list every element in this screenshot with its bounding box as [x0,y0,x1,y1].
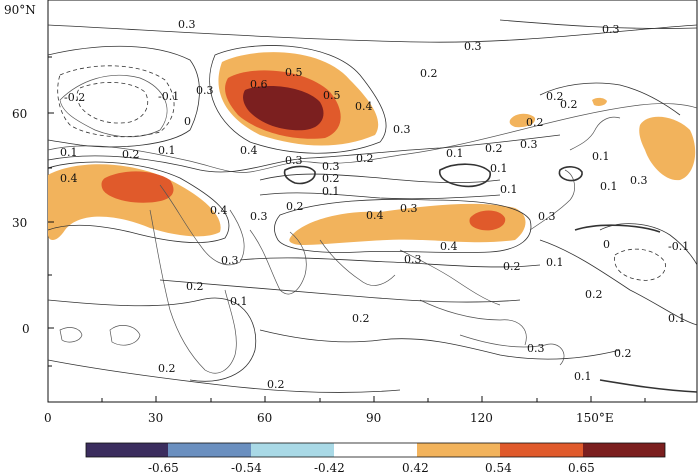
colorbar-label: 0.65 [568,461,595,474]
contour-label: 0.1 [230,295,248,308]
shade-asia-band [289,203,526,245]
contour-label: 0.2 [485,142,503,155]
colorbar-swatch [583,443,665,457]
contour-label: 0.2 [286,200,304,213]
contour-label: 0.2 [420,67,438,80]
contour-label: 0.6 [250,78,268,91]
shaded-regions [48,52,696,245]
contour-label: -0.1 [158,90,179,103]
contour-label: 0.2 [122,148,140,161]
contour-label: 0.3 [285,154,303,167]
shade-small-2 [592,97,607,106]
contour-label: 0.2 [322,172,340,185]
contour-label: -0.2 [64,91,85,104]
colorbar-label: -0.42 [314,461,345,474]
contour-label: 0.2 [186,280,204,293]
contour-label: 0.1 [600,180,618,193]
x-axis: 0 30 60 90 120 150°E [44,396,646,425]
contour-label: 0 [603,238,610,251]
colorbar-swatch [500,443,583,457]
contour-label: 0.1 [592,150,610,163]
contour-label: 0.4 [240,144,258,157]
contour-label: 0.3 [630,174,648,187]
shade-ural-inner [243,86,324,131]
x-tick-label: 150°E [576,411,614,425]
contour-label: 0.3 [520,138,538,151]
contour-label: 0.1 [668,312,686,325]
colorbar-outline [85,442,666,458]
contour-label: 0.4 [355,100,373,113]
shade-siberia-east [639,116,696,181]
x-tick-label: 60 [257,411,272,425]
shade-east-china [469,210,506,231]
colorbar-swatch [251,443,334,457]
contour-label: 0.3 [464,40,482,53]
colorbar-swatch [168,443,251,457]
colorbar-swatch [86,443,168,457]
contour-label: 0.3 [602,23,620,36]
y-tick-label: 30 [12,216,27,230]
contour-label: 0.4 [440,240,458,253]
contour-label: 0.3 [178,18,196,31]
contour-label: 0.3 [538,210,556,223]
contour-label: 0.4 [60,172,78,185]
colorbar-label: -0.54 [231,461,262,474]
contour-label: 0.2 [526,116,544,129]
contour-label: 0.1 [446,147,464,160]
contour-label: 0.2 [585,288,603,301]
x-tick-label: 120 [470,411,493,425]
contour-label: 0.3 [404,253,422,266]
contour-label: 0.3 [527,342,545,355]
y-tick-label: 90°N [4,3,36,17]
shade-small-1 [509,113,536,128]
contour-label: 0.2 [560,98,578,111]
contour-label: 0.1 [574,370,592,383]
shade-mediterranean-inner [101,171,174,203]
colorbar-label: 0.54 [485,461,512,474]
colorbar: -0.65 -0.54 -0.42 0.42 0.54 0.65 [85,442,666,474]
contour-label: 0.1 [490,162,508,175]
contour-label: 0.2 [158,362,176,375]
contour-label: 0.1 [500,183,518,196]
contour-label: 0.2 [503,260,521,273]
contour-label: 0.2 [356,152,374,165]
contour-label: 0.3 [322,160,340,173]
y-axis: 90°N 60 30 0 [4,0,54,367]
x-tick-label: 0 [44,411,52,425]
contour-label: 0.1 [322,185,340,198]
x-tick-label: 30 [148,411,163,425]
x-tick-label: 90 [366,411,381,425]
contour-label: 0.3 [221,254,239,267]
contour-label: 0.2 [352,312,370,325]
contour-label: 0.4 [210,204,228,217]
colorbar-swatch [334,443,417,457]
colorbar-swatch [417,443,500,457]
contour-label: 0.4 [366,209,384,222]
contour-label: 0.1 [546,256,564,269]
contour-label: -0.1 [668,240,689,253]
contour-labels: 0.3 0.3 0.3 0.2 -0.2 -0.1 0 0.3 0.6 0.5 … [60,18,689,391]
contour-label: 0.5 [323,89,341,102]
contour-label: 0.5 [285,66,303,79]
colorbar-label: -0.65 [148,461,179,474]
contour-label: 0.1 [158,144,176,157]
contour-label: 0.3 [400,202,418,215]
contour-label: 0.3 [393,123,411,136]
contour-label: 0.3 [250,210,268,223]
y-tick-label: 60 [12,107,27,121]
contour-lines [47,19,698,393]
coastlines [47,74,698,374]
contour-label: 0.2 [546,90,564,103]
contour-label: 0.3 [196,84,214,97]
contour-label: 0.1 [60,146,78,159]
contour-label: 0.2 [267,378,285,391]
colorbar-label: 0.42 [402,461,429,474]
contour-label: 0.2 [614,347,632,360]
y-tick-label: 0 [22,322,30,336]
contour-label: 0 [184,115,191,128]
